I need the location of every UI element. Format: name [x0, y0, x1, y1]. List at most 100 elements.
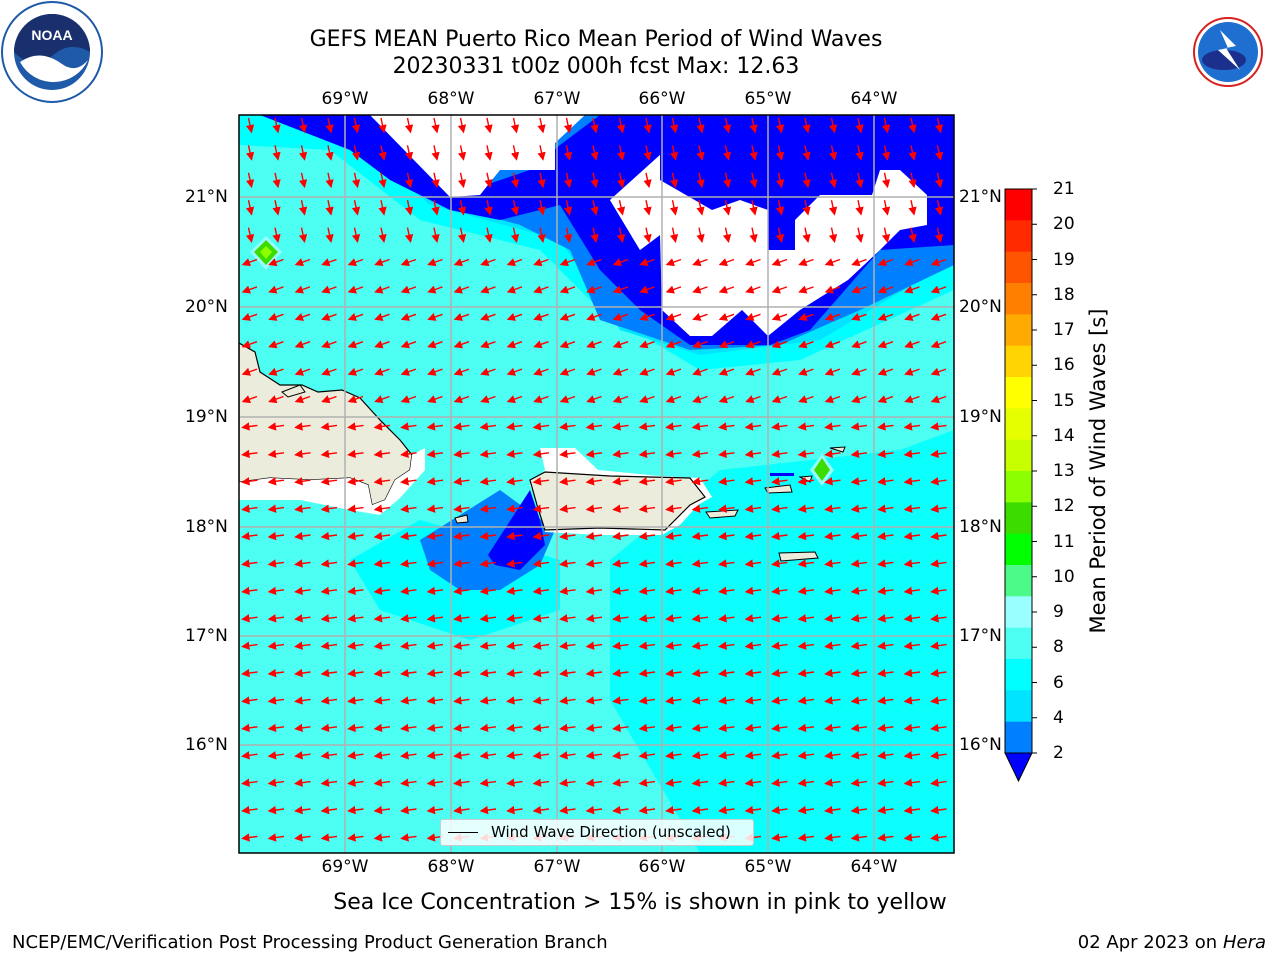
wind-arrow	[855, 145, 864, 161]
wind-arrow	[510, 145, 520, 161]
wind-arrow	[400, 449, 417, 459]
svg-text:NOAA: NOAA	[31, 27, 72, 43]
wind-arrow	[426, 531, 444, 541]
wind-arrow	[824, 668, 841, 678]
wind-arrow	[718, 285, 735, 294]
wind-arrow	[639, 340, 655, 349]
colorbar-tick-label: 12	[1053, 496, 1075, 517]
wind-arrow	[850, 751, 868, 760]
wind-arrow	[616, 145, 626, 161]
wind-arrow	[294, 751, 311, 760]
wind-arrow	[400, 723, 417, 733]
wind-arrow	[744, 641, 762, 650]
wind-arrow	[824, 614, 841, 623]
wind-arrow	[718, 805, 735, 815]
wind-arrow	[241, 833, 258, 842]
wind-arrow	[930, 395, 947, 404]
wind-arrow	[320, 668, 338, 678]
wind-arrow	[268, 395, 284, 404]
wind-arrow	[373, 641, 391, 650]
wind-arrow	[802, 172, 811, 189]
wind-arrow	[267, 422, 285, 431]
wind-arrow	[722, 227, 732, 243]
wind-arrow	[638, 778, 656, 787]
wind-arrow	[267, 504, 285, 513]
wind-arrow	[241, 805, 258, 815]
wind-arrow	[930, 614, 947, 623]
wind-arrow	[665, 668, 682, 678]
wind-arrow	[934, 145, 944, 161]
wind-arrow	[532, 504, 550, 513]
wind-arrow	[347, 723, 364, 733]
wind-arrow	[639, 258, 655, 267]
wind-arrow	[797, 531, 815, 541]
wind-arrow	[718, 422, 735, 431]
wind-arrow	[903, 778, 921, 787]
wind-arrow	[612, 805, 629, 815]
wind-arrow	[479, 805, 497, 815]
wind-arrow	[665, 312, 682, 321]
wind-arrow	[347, 614, 364, 623]
wind-arrow	[771, 531, 788, 541]
wind-arrow	[347, 449, 364, 459]
wind-arrow	[771, 258, 788, 267]
wind-arrow	[692, 395, 708, 404]
wind-arrow	[241, 285, 258, 294]
wind-arrow	[903, 586, 921, 596]
wind-arrow	[930, 586, 947, 596]
wind-arrow	[691, 559, 709, 568]
wind-arrow	[453, 531, 470, 541]
wind-arrow	[638, 668, 656, 678]
wind-arrow	[484, 145, 493, 161]
wind-arrow	[272, 117, 281, 134]
wind-arrow	[691, 751, 709, 760]
wind-arrow	[824, 696, 841, 705]
wind-arrow	[850, 778, 868, 787]
wind-arrow	[749, 172, 758, 189]
wind-arrow	[824, 258, 841, 267]
wind-arrow	[850, 833, 868, 842]
wind-arrow	[691, 614, 709, 623]
wind-arrow	[691, 778, 709, 787]
wind-arrow	[930, 751, 947, 760]
wind-arrow	[426, 668, 444, 678]
wind-arrow	[692, 340, 708, 349]
wind-arrow	[696, 200, 705, 216]
wind-arrow	[373, 723, 391, 733]
colorbar-segment	[1005, 502, 1032, 535]
wind-arrow	[426, 805, 444, 815]
wind-arrow	[722, 200, 732, 216]
wind-arrow	[718, 312, 735, 321]
wind-arrow	[718, 395, 735, 404]
wind-arrow	[479, 559, 497, 568]
wind-arrow	[480, 285, 496, 294]
wind-arrow	[903, 422, 921, 431]
wind-arrow	[453, 340, 470, 349]
wind-arrow	[639, 312, 655, 321]
wind-arrow	[797, 696, 815, 705]
wind-arrow	[400, 614, 417, 623]
wind-arrow	[347, 778, 364, 787]
wind-arrow	[665, 285, 682, 294]
wind-arrow	[612, 312, 629, 321]
wind-arrow	[612, 751, 629, 760]
wind-arrow	[427, 340, 443, 349]
wind-arrow	[585, 805, 603, 815]
lon-label-top: 69°W	[321, 89, 369, 109]
wind-arrow	[533, 312, 549, 321]
wind-arrow	[294, 641, 311, 650]
wind-arrow	[347, 504, 364, 513]
wind-arrow	[616, 200, 626, 216]
wind-arrow	[775, 227, 785, 243]
wind-arrow	[404, 145, 414, 161]
wind-arrow	[426, 559, 444, 568]
wind-arrow	[903, 833, 921, 842]
wind-arrow	[930, 285, 947, 294]
wind-arrow	[426, 696, 444, 705]
wind-arrow	[400, 641, 417, 650]
wind-arrow	[320, 531, 338, 541]
colorbar-segment	[1005, 283, 1032, 315]
wind-arrow	[930, 833, 947, 842]
wind-arrow	[749, 145, 758, 161]
wind-arrow	[744, 723, 762, 733]
